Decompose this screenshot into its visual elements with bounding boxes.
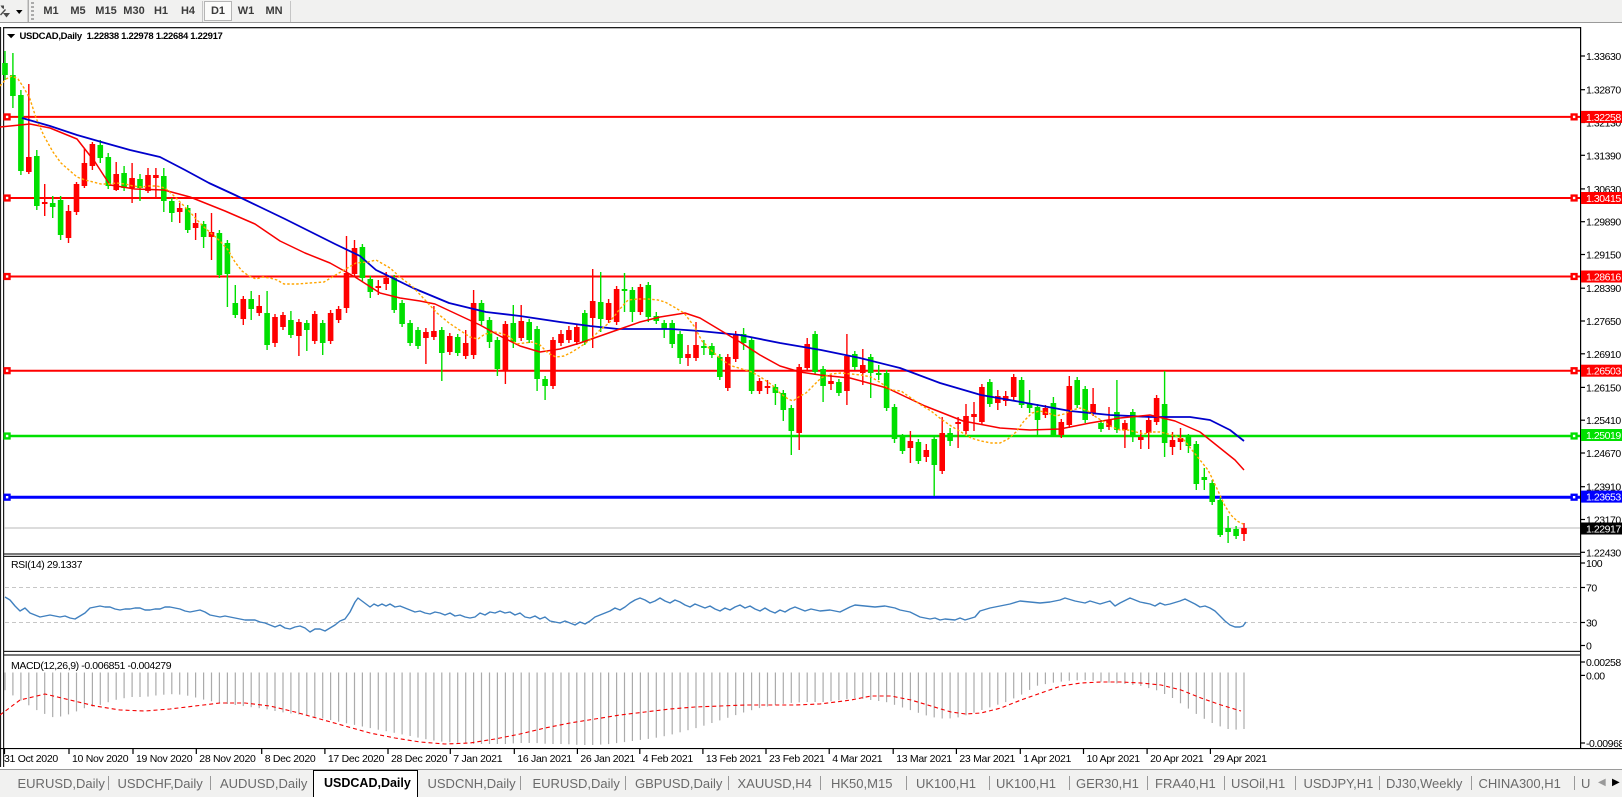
svg-text:0.00: 0.00 [1586, 670, 1605, 682]
svg-text:13 Feb 2021: 13 Feb 2021 [706, 753, 762, 765]
svg-text:1.31390: 1.31390 [1586, 150, 1621, 162]
svg-text:13 Mar 2021: 13 Mar 2021 [896, 753, 952, 765]
svg-text:1.22917: 1.22917 [1586, 524, 1621, 536]
svg-text:7 Jan 2021: 7 Jan 2021 [453, 753, 502, 765]
svg-text:1.26910: 1.26910 [1586, 349, 1621, 361]
svg-text:RSI(14) 29.1337: RSI(14) 29.1337 [11, 559, 83, 571]
svg-text:28 Nov 2020: 28 Nov 2020 [199, 753, 256, 765]
svg-text:16 Jan 2021: 16 Jan 2021 [517, 753, 572, 765]
svg-text:1.28390: 1.28390 [1586, 283, 1621, 295]
svg-text:1.25410: 1.25410 [1586, 415, 1621, 427]
svg-text:1.24670: 1.24670 [1586, 448, 1621, 460]
svg-text:10 Nov 2020: 10 Nov 2020 [72, 753, 129, 765]
svg-text:1.29150: 1.29150 [1586, 250, 1621, 262]
svg-text:8 Dec 2020: 8 Dec 2020 [265, 753, 316, 765]
svg-text:70: 70 [1586, 583, 1597, 595]
svg-text:28 Dec 2020: 28 Dec 2020 [391, 753, 448, 765]
svg-text:1.23653: 1.23653 [1586, 492, 1621, 504]
svg-text:1.28616: 1.28616 [1586, 272, 1621, 284]
svg-text:0.00258: 0.00258 [1586, 657, 1621, 669]
svg-text:1.32258: 1.32258 [1586, 112, 1621, 124]
svg-text:1.27650: 1.27650 [1586, 316, 1621, 328]
svg-text:23 Feb 2021: 23 Feb 2021 [769, 753, 825, 765]
svg-text:19 Nov 2020: 19 Nov 2020 [136, 753, 193, 765]
svg-text:30: 30 [1586, 618, 1597, 630]
svg-text:1.22430: 1.22430 [1586, 547, 1621, 559]
svg-text:100: 100 [1586, 558, 1603, 570]
svg-text:1.26150: 1.26150 [1586, 382, 1621, 394]
svg-text:1.26503: 1.26503 [1586, 366, 1621, 378]
svg-text:1.29890: 1.29890 [1586, 217, 1621, 229]
svg-text:29 Apr 2021: 29 Apr 2021 [1213, 753, 1267, 765]
svg-text:26 Jan 2021: 26 Jan 2021 [580, 753, 635, 765]
svg-text:0: 0 [1586, 641, 1592, 653]
svg-text:MACD(12,26,9) -0.006851 -0.004: MACD(12,26,9) -0.006851 -0.004279 [11, 660, 172, 672]
svg-text:20 Apr 2021: 20 Apr 2021 [1150, 753, 1204, 765]
svg-text:1 Apr 2021: 1 Apr 2021 [1023, 753, 1071, 765]
svg-text:-0.009687: -0.009687 [1586, 738, 1622, 750]
svg-text:1.30415: 1.30415 [1586, 193, 1621, 205]
svg-text:4 Mar 2021: 4 Mar 2021 [832, 753, 883, 765]
svg-text:USDCAD,Daily 1.22838 1.22978: USDCAD,Daily 1.22838 1.22978 1.22684 1.2… [20, 31, 223, 42]
svg-text:1.25019: 1.25019 [1586, 430, 1621, 442]
svg-text:4 Feb 2021: 4 Feb 2021 [643, 753, 694, 765]
svg-text:10 Apr 2021: 10 Apr 2021 [1087, 753, 1141, 765]
svg-text:17 Dec 2020: 17 Dec 2020 [328, 753, 385, 765]
svg-text:23 Mar 2021: 23 Mar 2021 [959, 753, 1015, 765]
svg-text:31 Oct 2020: 31 Oct 2020 [4, 753, 58, 765]
svg-text:1.33630: 1.33630 [1586, 51, 1621, 63]
svg-text:1.32870: 1.32870 [1586, 85, 1621, 97]
